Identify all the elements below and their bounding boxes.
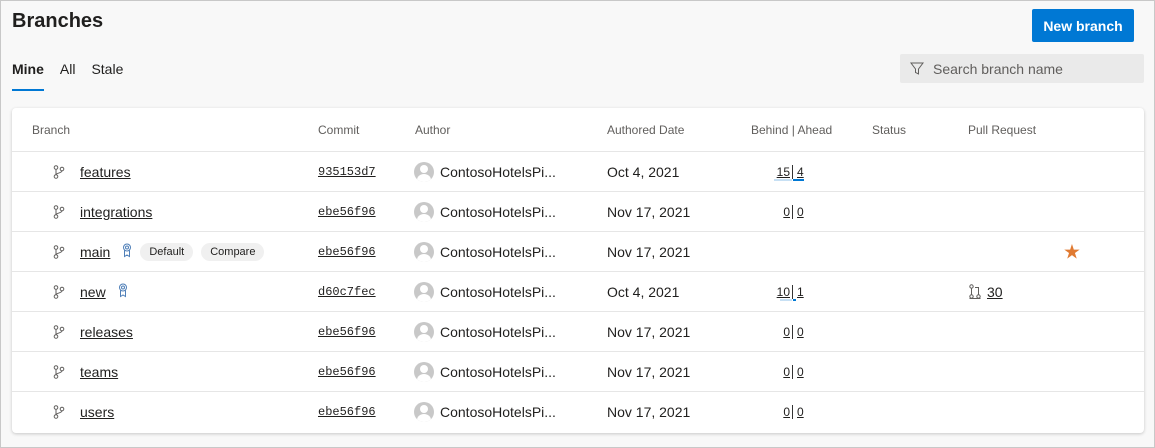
col-commit[interactable]: Commit (318, 122, 360, 137)
branch-link[interactable]: teams (80, 363, 119, 380)
behind-count[interactable]: 0 (783, 324, 790, 339)
search-placeholder: Search branch name (933, 60, 1063, 77)
search-input[interactable]: Search branch name (900, 54, 1144, 83)
branch-link[interactable]: integrations (80, 203, 153, 220)
author-name: ContosoHotelsPi... (440, 243, 556, 260)
authored-date: Nov 17, 2021 (607, 363, 691, 380)
page-title: Branches (12, 10, 104, 32)
col-branch[interactable]: Branch (32, 122, 71, 137)
avatar (414, 241, 434, 262)
ahead-count[interactable]: 1 (797, 284, 804, 299)
avatar (414, 402, 434, 422)
pull-request-icon (969, 284, 981, 299)
behind-count[interactable]: 0 (783, 204, 790, 219)
ahead-count[interactable]: 4 (797, 164, 804, 179)
authored-date: Nov 17, 2021 (607, 203, 691, 220)
branch-icon (53, 204, 65, 219)
tab-all[interactable]: All (59, 61, 76, 77)
avatar (414, 161, 434, 182)
table-row[interactable]: features 935153d7 ContosoHotelsPi... Oct… (12, 152, 1144, 192)
tab-mine[interactable]: Mine (12, 61, 44, 91)
ahead-count[interactable]: 0 (797, 364, 804, 379)
branch-icon (53, 164, 65, 179)
table-row[interactable]: new d60c7fec ContosoHotelsPi... Oct 4, 2… (12, 272, 1144, 312)
author-name: ContosoHotelsPi... (440, 283, 556, 300)
author-name: ContosoHotelsPi... (440, 323, 556, 340)
commit-link[interactable]: ebe56f96 (318, 244, 376, 259)
branches-table: Branch Commit Author Authored Date Behin… (12, 108, 1144, 433)
behind-count[interactable]: 0 (783, 405, 790, 419)
branch-link[interactable]: main (80, 243, 111, 260)
avatar (414, 201, 434, 222)
default-branch-badge-icon (122, 243, 132, 261)
branch-icon (53, 405, 65, 419)
branch-icon (53, 364, 65, 379)
commit-link[interactable]: ebe56f96 (318, 364, 376, 379)
col-author[interactable]: Author (415, 122, 451, 137)
compare-button[interactable]: Compare (201, 242, 265, 261)
default-branch-badge-icon (118, 283, 128, 301)
default-tag: Default (140, 242, 194, 261)
col-status[interactable]: Status (872, 122, 907, 137)
branch-link[interactable]: new (80, 283, 106, 300)
favorite-star-icon[interactable]: ★ (1063, 241, 1081, 263)
table-header: Branch Commit Author Authored Date Behin… (12, 108, 1144, 152)
behind-count[interactable]: 10 (776, 284, 790, 299)
table-row[interactable]: releases ebe56f96 ContosoHotelsPi... Nov… (12, 312, 1144, 352)
filter-icon (910, 62, 924, 75)
author-name: ContosoHotelsPi... (440, 203, 556, 220)
authored-date: Oct 4, 2021 (607, 283, 680, 300)
branch-link[interactable]: users (80, 404, 115, 420)
ahead-count[interactable]: 0 (797, 204, 804, 219)
ahead-count[interactable]: 0 (797, 324, 804, 339)
col-pull-request[interactable]: Pull Request (968, 122, 1037, 137)
branch-icon (53, 284, 65, 299)
branch-icon (53, 244, 65, 259)
behind-count[interactable]: 0 (783, 364, 790, 379)
commit-link[interactable]: ebe56f96 (318, 324, 376, 339)
avatar (414, 281, 434, 302)
commit-link[interactable]: ebe56f96 (318, 204, 376, 219)
commit-link[interactable]: ebe56f96 (318, 405, 376, 419)
table-row[interactable]: integrations ebe56f96 ContosoHotelsPi...… (12, 192, 1144, 232)
branch-link[interactable]: releases (80, 323, 133, 340)
commit-link[interactable]: d60c7fec (318, 284, 376, 299)
author-name: ContosoHotelsPi... (440, 404, 556, 420)
commit-link[interactable]: 935153d7 (318, 164, 376, 179)
table-row[interactable]: teams ebe56f96 ContosoHotelsPi... Nov 17… (12, 352, 1144, 392)
pull-request-link[interactable]: 30 (987, 283, 1003, 300)
new-branch-button[interactable]: New branch (1032, 9, 1134, 42)
branch-link[interactable]: features (80, 163, 131, 180)
ahead-count[interactable]: 0 (797, 405, 804, 419)
tab-bar: Mine All Stale (12, 61, 123, 91)
behind-ahead: 15 4 (758, 164, 848, 181)
tab-stale[interactable]: Stale (91, 61, 124, 77)
avatar (414, 321, 434, 342)
authored-date: Nov 17, 2021 (607, 243, 691, 260)
col-date[interactable]: Authored Date (607, 122, 685, 137)
branch-icon (53, 324, 65, 339)
table-row[interactable]: main Default Compare ebe56f96 ContosoHote… (12, 232, 1144, 272)
avatar (414, 361, 434, 382)
author-name: ContosoHotelsPi... (440, 363, 556, 380)
author-name: ContosoHotelsPi... (440, 163, 556, 180)
col-behind-ahead[interactable]: Behind | Ahead (751, 122, 833, 137)
behind-ahead: 10 1 (758, 284, 848, 301)
behind-count[interactable]: 15 (776, 164, 790, 179)
authored-date: Nov 17, 2021 (607, 323, 691, 340)
authored-date: Nov 17, 2021 (607, 404, 691, 420)
authored-date: Oct 4, 2021 (607, 163, 680, 180)
table-row[interactable]: users ebe56f96 ContosoHotelsPi... Nov 17… (12, 392, 1144, 432)
